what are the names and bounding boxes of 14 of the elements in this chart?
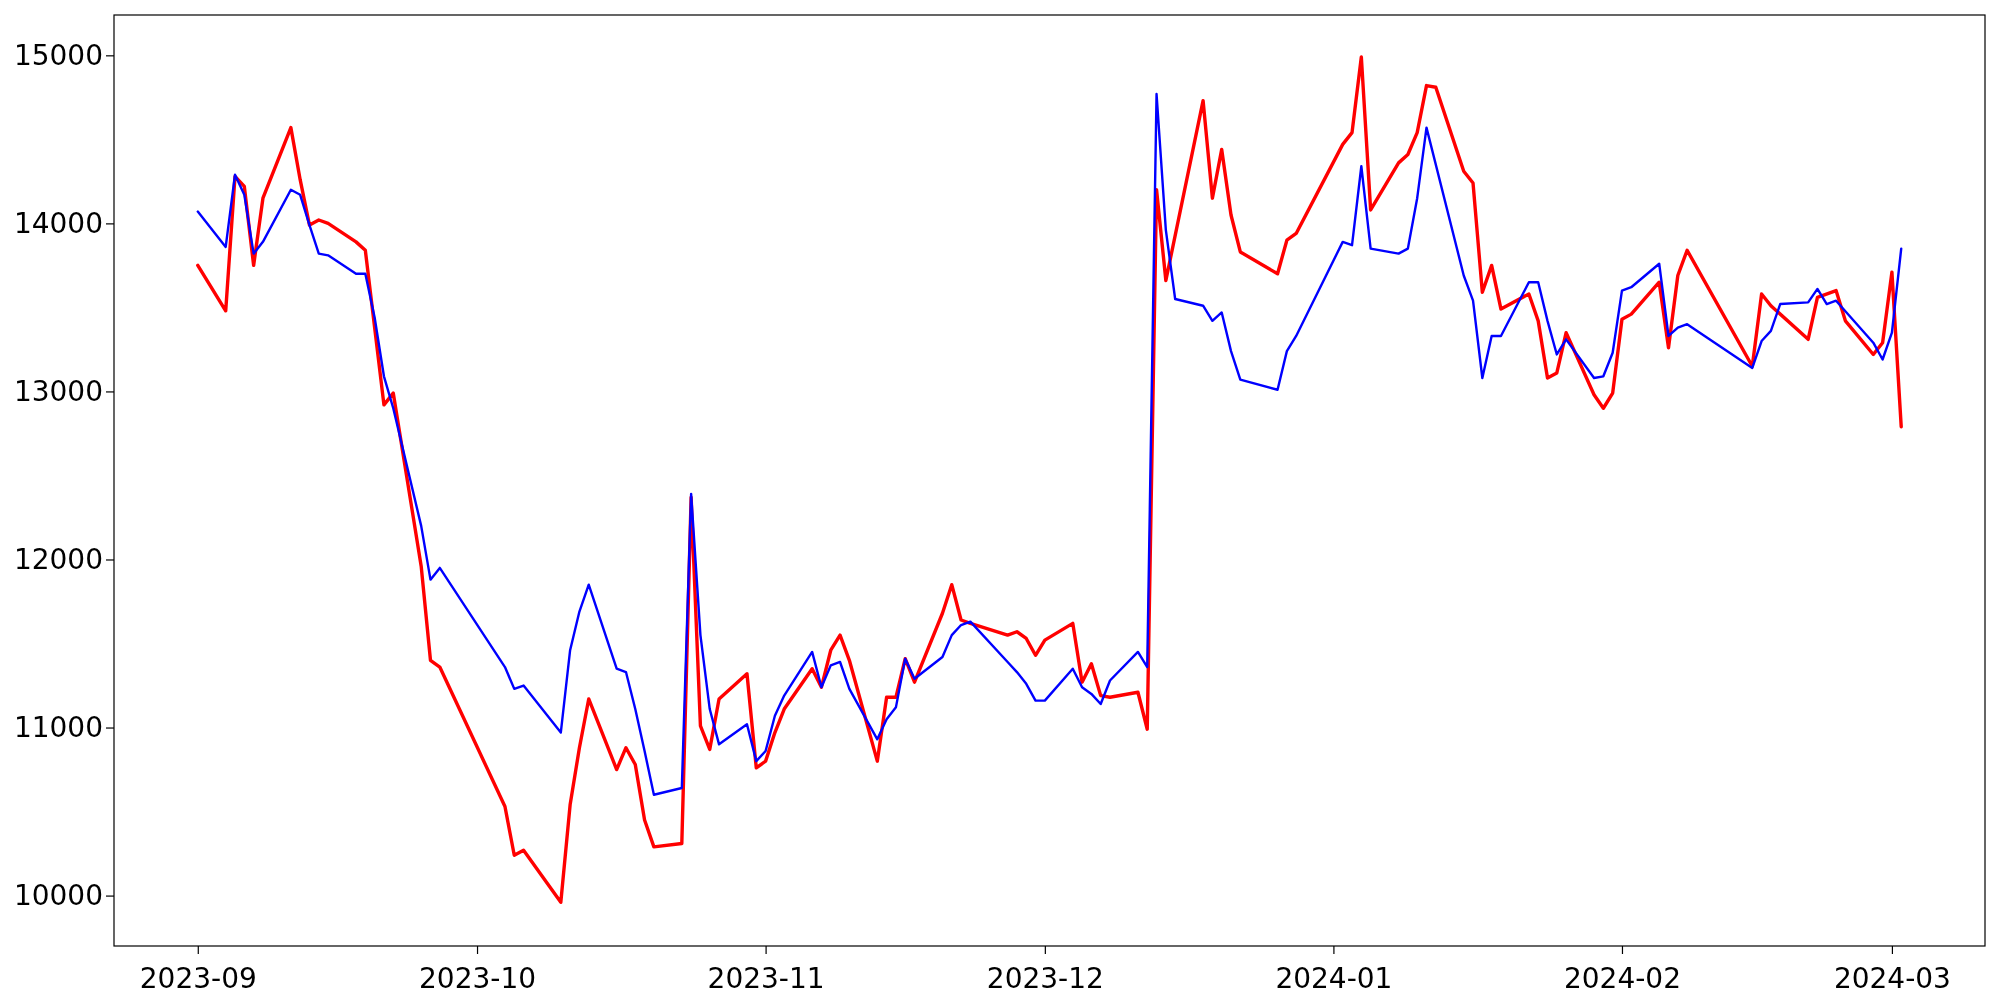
x-tick-label: 2023-11 (707, 961, 825, 995)
line-series (196, 92, 1903, 796)
y-tick-label: 11000 (13, 710, 103, 744)
x-tick-label: 2024-01 (1275, 961, 1393, 995)
y-tick-label: 12000 (13, 542, 103, 576)
x-tick-label: 2023-10 (419, 961, 537, 995)
x-tick-label: 2024-03 (1833, 961, 1951, 995)
y-tick-label: 15000 (13, 38, 103, 72)
y-tick-label: 10000 (13, 879, 103, 913)
x-tick-label: 2023-12 (986, 961, 1104, 995)
y-tick-label: 14000 (13, 206, 103, 240)
x-tick-label: 2023-09 (139, 961, 257, 995)
x-tick-label: 2024-02 (1563, 961, 1681, 995)
y-tick-label: 13000 (13, 374, 103, 408)
